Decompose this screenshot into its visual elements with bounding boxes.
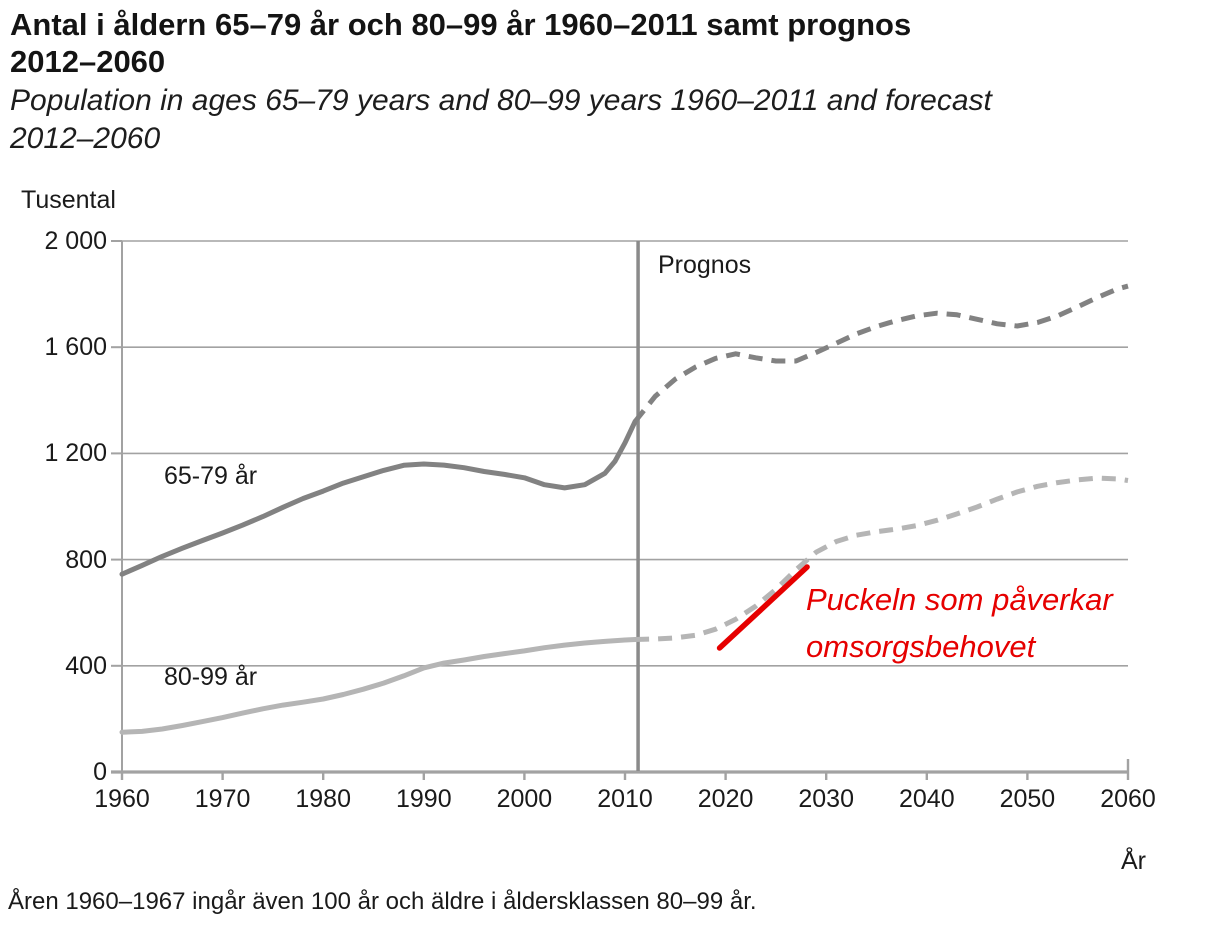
annotation-text-line2: omsorgsbehovet xyxy=(806,629,1036,664)
x-tick-label-1990: 1990 xyxy=(395,785,452,813)
x-tick-label-2060: 2060 xyxy=(1100,785,1156,813)
x-tick-label-2000: 2000 xyxy=(496,785,553,813)
chart-subtitle-english: Population in ages 65–79 years and 80–99… xyxy=(10,82,1220,158)
x-tick-label-2020: 2020 xyxy=(697,785,754,813)
y-tick-label-800: 800 xyxy=(65,545,107,574)
x-tick-label-1980: 1980 xyxy=(295,785,351,813)
y-tick-label-0: 0 xyxy=(93,758,107,786)
y-tick-label-1600: 1 600 xyxy=(44,333,107,362)
chart-title-line2: 2012–2060 xyxy=(10,44,166,79)
y-tick-label-2000: 2 000 xyxy=(44,227,107,255)
chart-subtitle-line1: Population in ages 65–79 years and 80–99… xyxy=(10,84,992,117)
x-tick-label-2030: 2030 xyxy=(798,785,854,813)
chart-title-swedish: Antal i åldern 65–79 år och 80–99 år 196… xyxy=(10,6,1210,80)
chart-title-line1: Antal i åldern 65–79 år och 80–99 år 196… xyxy=(10,7,912,42)
series-line-65-79-forecast xyxy=(633,283,1129,424)
series-line-80-99-forecast xyxy=(635,475,1129,642)
x-tick-label-2050: 2050 xyxy=(999,785,1056,813)
forecast-region-label: Prognos xyxy=(658,251,752,279)
x-axis-title: År xyxy=(1121,847,1146,875)
annotation-text: Puckeln som påverkar omsorgsbehovet xyxy=(806,576,1206,670)
x-tick-label-1970: 1970 xyxy=(194,785,251,813)
series-label-65-79: 65-79 år xyxy=(164,462,258,490)
y-tick-label-1200: 1 200 xyxy=(44,439,107,468)
x-tick-label-2040: 2040 xyxy=(898,785,955,813)
series-line-80-99-historical xyxy=(119,637,638,735)
x-tick-label-2010: 2010 xyxy=(597,785,653,813)
annotation-text-line1: Puckeln som påverkar xyxy=(806,582,1113,617)
annotation-pointer-line xyxy=(716,564,810,651)
chart-subtitle-line2: 2012–2060 xyxy=(10,122,161,155)
x-tick-label-1960: 1960 xyxy=(94,785,150,813)
series-label-80-99: 80-99 år xyxy=(164,663,258,691)
footnote: Åren 1960–1967 ingår även 100 år och äld… xyxy=(8,888,757,915)
series-line-65-79-historical xyxy=(119,419,638,577)
y-tick-label-400: 400 xyxy=(65,651,107,680)
y-axis-unit-label: Tusental xyxy=(21,186,116,214)
